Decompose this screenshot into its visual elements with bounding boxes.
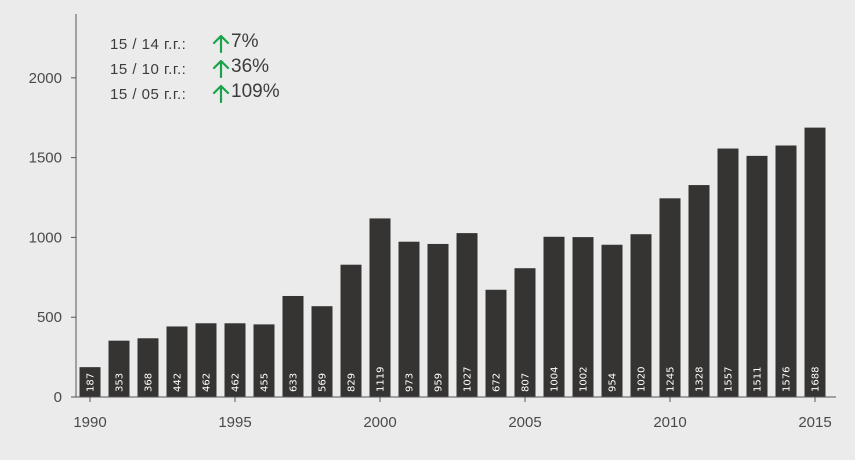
growth-stat-label: 15 / 05 г.г.: (110, 86, 187, 103)
bar (398, 241, 420, 397)
bar-value-label: 1328 (695, 367, 706, 392)
bars-group (79, 127, 826, 397)
bar-value-label: 462 (231, 373, 242, 392)
bar-value-label: 672 (492, 373, 503, 392)
bar-value-label: 633 (289, 373, 300, 392)
y-axis-ticks: 0 500 1000 1500 2000 (29, 70, 76, 406)
bar-value-label: 462 (202, 373, 213, 392)
bar-value-label: 1688 (811, 367, 822, 392)
x-tick-label: 1990 (73, 414, 106, 431)
bar (688, 185, 710, 397)
x-axis-ticks: 1990 1995 2000 2005 2010 2015 (73, 397, 832, 431)
bar (659, 198, 681, 397)
growth-stat-value: 36% (231, 56, 270, 77)
growth-stat-row: 15 / 14 г.г.: 7% (110, 28, 280, 53)
bar (804, 127, 826, 397)
bar (601, 244, 623, 397)
bar (543, 236, 565, 397)
bar-value-labels: 187 353 368 442 462 462 455 633 569 829 1119 973 959… (86, 367, 822, 392)
y-tick-label: 0 (54, 389, 62, 406)
growth-stat-label: 15 / 10 г.г.: (110, 61, 187, 78)
bar (717, 148, 739, 397)
bar (253, 324, 275, 397)
x-tick-label: 1995 (218, 414, 251, 431)
x-tick-label: 2010 (653, 414, 686, 431)
bar-value-label: 1557 (724, 367, 735, 392)
bar-value-label: 1020 (637, 367, 648, 392)
bar-value-label: 1245 (666, 367, 677, 392)
bar-value-label: 187 (86, 373, 97, 392)
bar (572, 237, 594, 397)
arrow-up-icon (212, 34, 230, 53)
y-tick-label: 500 (37, 309, 62, 326)
bar-value-label: 442 (173, 373, 184, 392)
bar-value-label: 829 (347, 373, 358, 392)
bar-value-label: 973 (405, 373, 416, 392)
growth-stats-panel: 15 / 14 г.г.: 7% 15 / 10 г.г.: 36% 15 / … (110, 28, 280, 103)
bar (166, 326, 188, 397)
arrow-up-icon (212, 84, 230, 103)
bar-value-label: 353 (115, 373, 126, 392)
bar-value-label: 959 (434, 373, 445, 392)
bar (195, 323, 217, 397)
growth-stat-label: 15 / 14 г.г.: (110, 36, 187, 53)
x-tick-label: 2005 (508, 414, 541, 431)
bar-value-label: 569 (318, 373, 329, 392)
y-tick-label: 2000 (29, 70, 62, 87)
growth-stat-value: 109% (231, 81, 280, 102)
bar (79, 367, 101, 397)
bar-value-label: 954 (608, 373, 619, 392)
bar-value-label: 1511 (753, 367, 764, 392)
bar-value-label: 1002 (579, 367, 590, 392)
bar (224, 323, 246, 397)
y-tick-label: 1000 (29, 229, 62, 246)
arrow-up-icon (212, 59, 230, 78)
bar (282, 295, 304, 397)
growth-stat-value: 7% (231, 31, 259, 52)
bar-value-label: 1119 (376, 367, 387, 392)
bar (369, 218, 391, 397)
growth-stat-row: 15 / 10 г.г.: 36% (110, 53, 280, 78)
bar (456, 233, 478, 397)
y-tick-label: 1500 (29, 150, 62, 167)
bar (137, 338, 159, 397)
bar-value-label: 1576 (782, 367, 793, 392)
bar (630, 234, 652, 397)
bar (108, 340, 130, 397)
bar-value-label: 1004 (550, 367, 561, 392)
bar (514, 268, 536, 397)
bar-value-label: 1027 (463, 367, 474, 392)
bar (311, 306, 333, 397)
bar-value-label: 807 (521, 373, 532, 392)
x-tick-label: 2000 (363, 414, 396, 431)
bar (746, 155, 768, 397)
bar (775, 145, 797, 397)
bar (427, 243, 449, 397)
bar-value-label: 368 (144, 373, 155, 392)
bar (340, 264, 362, 397)
growth-stat-row: 15 / 05 г.г.: 109% (110, 78, 280, 103)
bar-value-label: 455 (260, 373, 271, 392)
x-tick-label: 2015 (798, 414, 831, 431)
bar (485, 289, 507, 397)
